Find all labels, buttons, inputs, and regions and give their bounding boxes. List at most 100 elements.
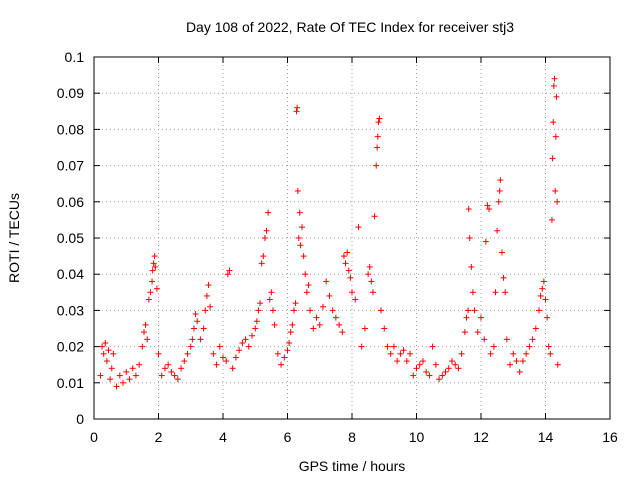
- data-point: [547, 350, 554, 357]
- data-point: [349, 289, 355, 296]
- data-point: [352, 296, 359, 303]
- data-point: [255, 307, 262, 314]
- data-point: [469, 289, 476, 296]
- data-point: [126, 376, 133, 383]
- data-point: [368, 278, 375, 285]
- data-point: [171, 372, 178, 379]
- data-point: [287, 329, 294, 336]
- data-point: [147, 289, 154, 296]
- data-point: [344, 249, 351, 256]
- data-point: [551, 75, 558, 82]
- data-point: [161, 365, 168, 372]
- data-point: [168, 368, 175, 375]
- data-point: [202, 307, 209, 314]
- data-point: [540, 278, 547, 285]
- data-point: [258, 260, 265, 267]
- data-point: [242, 336, 249, 343]
- data-point: [136, 361, 143, 368]
- data-point: [302, 271, 309, 278]
- data-point: [432, 361, 439, 368]
- data-point: [345, 267, 352, 274]
- data-point: [410, 372, 417, 379]
- data-point: [426, 372, 433, 379]
- data-point: [152, 263, 159, 270]
- y-tick-label: 0.02: [57, 339, 84, 355]
- data-point: [544, 314, 551, 321]
- data-point: [403, 358, 410, 365]
- data-point: [142, 321, 149, 328]
- data-point: [203, 292, 210, 299]
- data-point: [197, 336, 204, 343]
- data-point: [452, 361, 459, 368]
- data-point: [100, 350, 107, 357]
- y-tick-label: 0.09: [57, 85, 84, 101]
- y-tick-label: 0.03: [57, 302, 84, 318]
- data-point: [481, 336, 488, 343]
- data-point: [474, 329, 481, 336]
- grid: [94, 57, 610, 419]
- data-point: [253, 318, 260, 325]
- data-point: [165, 361, 172, 368]
- y-tick-label: 0.07: [57, 158, 84, 174]
- data-point: [303, 289, 310, 296]
- x-axis-tick-labels: 0 2 4 6 8 10 12 14 16: [90, 429, 618, 445]
- data-point: [361, 325, 368, 332]
- data-point: [220, 354, 226, 361]
- data-point: [224, 271, 231, 278]
- data-point: [502, 289, 509, 296]
- data-point: [371, 213, 378, 220]
- x-tick-label: 0: [90, 429, 98, 445]
- data-point: [213, 361, 220, 368]
- data-point: [494, 227, 501, 234]
- data-point: [123, 368, 130, 375]
- data-point: [423, 368, 430, 375]
- data-point: [336, 321, 343, 328]
- data-point: [268, 289, 275, 296]
- data-point: [184, 350, 191, 357]
- data-point: [539, 285, 546, 292]
- data-point: [305, 282, 312, 289]
- data-point: [174, 376, 181, 383]
- y-axis-label: ROTI / TECUs: [6, 193, 22, 283]
- data-point: [313, 314, 320, 321]
- y-tick-label: 0: [76, 411, 84, 427]
- data-point: [487, 350, 494, 357]
- data-point: [263, 227, 270, 234]
- data-point: [394, 358, 401, 365]
- y-tick-label: 0.05: [57, 230, 84, 246]
- chart-title: Day 108 of 2022, Rate Of TEC Index for r…: [186, 19, 514, 35]
- data-point: [503, 336, 510, 343]
- data-point: [290, 307, 297, 314]
- data-point: [105, 347, 112, 354]
- data-point: [299, 224, 306, 231]
- data-point: [129, 365, 136, 372]
- data-point: [190, 325, 197, 332]
- data-point: [249, 332, 256, 339]
- data-point: [108, 365, 115, 372]
- x-tick-label: 6: [284, 429, 292, 445]
- data-point: [229, 365, 236, 372]
- data-point: [292, 300, 299, 307]
- data-point: [323, 278, 330, 285]
- data-point: [553, 93, 560, 100]
- data-point: [445, 365, 452, 372]
- data-point: [187, 343, 194, 350]
- data-point: [332, 314, 339, 321]
- data-point: [295, 235, 302, 241]
- data-point: [296, 209, 303, 216]
- data-point: [374, 133, 381, 140]
- data-point: [486, 206, 493, 213]
- data-point: [461, 329, 468, 336]
- data-point: [347, 274, 354, 281]
- data-point: [366, 263, 373, 270]
- y-tick-label: 0.04: [57, 266, 84, 282]
- data-point: [552, 187, 559, 194]
- y-tick-label: 0.01: [57, 375, 84, 391]
- data-point: [490, 343, 497, 350]
- data-point: [510, 350, 517, 357]
- data-point: [207, 303, 214, 310]
- data-point: [492, 289, 499, 296]
- data-point: [552, 133, 559, 140]
- x-tick-label: 16: [602, 429, 618, 445]
- data-point: [99, 343, 106, 350]
